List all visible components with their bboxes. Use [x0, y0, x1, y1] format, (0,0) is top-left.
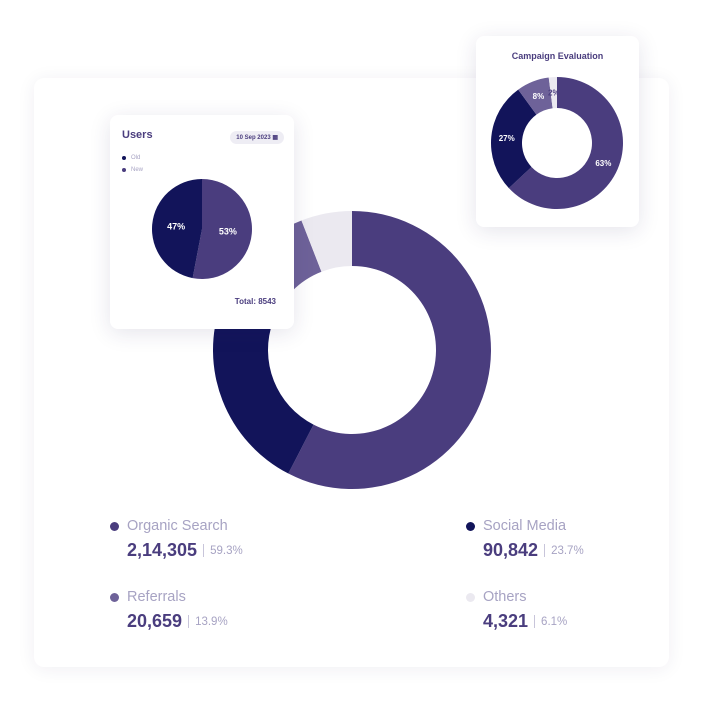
- stat-label: Organic Search: [127, 518, 228, 534]
- stat-percent: 59.3%: [210, 544, 243, 557]
- stat-value: 4,321: [483, 611, 529, 631]
- stat-percent: 13.9%: [195, 615, 228, 628]
- stat-others: Others 4,321 6.1%: [466, 589, 567, 632]
- chart-slice: [518, 77, 553, 115]
- stat-label: Others: [483, 589, 527, 605]
- stat-percent: 23.7%: [551, 544, 584, 557]
- chart-slice: [288, 211, 491, 489]
- users-pie-chart: 53% 47%: [152, 179, 253, 279]
- users-title: Users: [122, 129, 153, 141]
- stat-percent: 6.1%: [541, 615, 568, 628]
- legend-dot: [466, 592, 475, 602]
- legend-old: Old: [122, 155, 140, 161]
- stat-social-media: Social Media 90,842 23.7%: [466, 518, 584, 561]
- legend-new: New: [122, 167, 143, 173]
- legend-dot: [110, 521, 119, 531]
- chart-slice: [508, 77, 623, 209]
- slice-label: 27%: [499, 134, 515, 143]
- calendar-icon: ▦: [272, 135, 278, 141]
- campaign-donut-chart: 63% 27% 8% 2%: [491, 77, 623, 209]
- slice-label: 8%: [533, 92, 545, 101]
- stat-label: Referrals: [127, 589, 186, 605]
- slice-label: 63%: [595, 159, 611, 168]
- chart-slice: [491, 89, 537, 189]
- users-card: Users 10 Sep 2023 ▦ Old New 53% 47% Total…: [110, 115, 294, 329]
- chart-slice: [212, 302, 314, 474]
- campaign-title: Campaign Evaluation: [511, 51, 604, 61]
- slice-label: 53%: [219, 227, 237, 237]
- chart-slice: [301, 211, 352, 272]
- chart-slice: [548, 77, 557, 109]
- users-total: Total: 8543: [234, 297, 276, 306]
- stat-referrals: Referrals 20,659 13.9%: [110, 589, 228, 632]
- date-picker-button[interactable]: 10 Sep 2023 ▦: [230, 131, 284, 144]
- stat-value: 90,842: [483, 540, 539, 560]
- legend-dot: [466, 521, 475, 531]
- stat-value: 20,659: [127, 611, 183, 631]
- legend-dot: [110, 592, 119, 602]
- slice-label: 2%: [548, 88, 560, 97]
- campaign-evaluation-card: Campaign Evaluation 63% 27% 8% 2%: [476, 36, 639, 227]
- chart-slice: [192, 179, 253, 279]
- stat-value: 2,14,305: [127, 540, 198, 560]
- stat-organic-search: Organic Search 2,14,305 59.3%: [110, 518, 243, 561]
- date-label: 10 Sep 2023: [236, 135, 271, 141]
- slice-label: 47%: [167, 222, 185, 232]
- chart-slice: [152, 179, 202, 279]
- stat-label: Social Media: [483, 518, 567, 534]
